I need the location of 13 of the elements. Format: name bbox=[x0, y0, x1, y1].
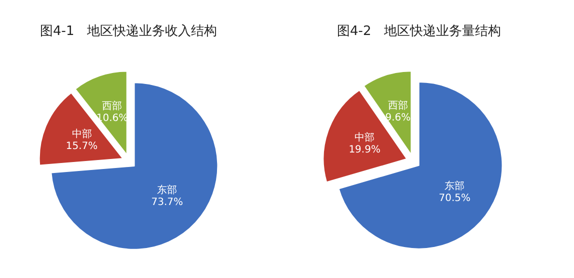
slice-label: 东部 bbox=[444, 180, 465, 192]
slice-label: 西部 bbox=[102, 100, 122, 112]
data-label: 19.9% bbox=[348, 144, 380, 156]
chart-title: 图4-2 地区快递业务量结构 bbox=[337, 24, 502, 39]
data-label: 15.7% bbox=[66, 141, 98, 152]
data-label: 70.5% bbox=[438, 192, 471, 204]
data-label: 9.6% bbox=[385, 112, 411, 124]
chart-title: 图4-1 地区快递业务收入结构 bbox=[40, 24, 218, 39]
slice-label: 中部 bbox=[354, 131, 375, 144]
data-label: 73.7% bbox=[151, 196, 184, 208]
slice-label: 中部 bbox=[72, 128, 92, 140]
slice-label: 东部 bbox=[157, 184, 178, 196]
slice-label: 西部 bbox=[388, 99, 408, 112]
